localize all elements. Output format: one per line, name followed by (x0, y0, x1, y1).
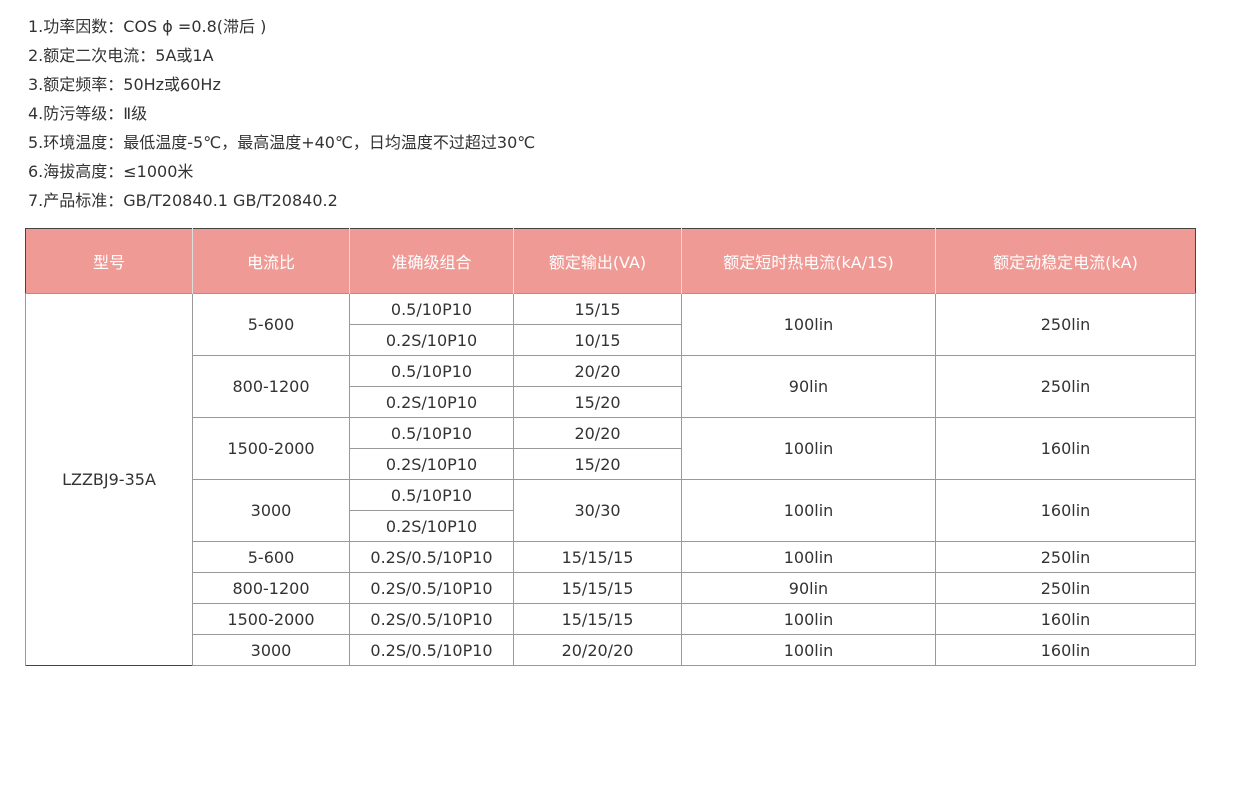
spec-power-factor: 1.功率因数：COS ϕ =0.8(滞后 ) (28, 17, 267, 36)
rated-output-cell: 30/30 (513, 479, 682, 542)
accuracy-cell: 0.5/10P10 (349, 293, 514, 325)
accuracy-cell: 0.2S/0.5/10P10 (349, 572, 514, 604)
accuracy-cell: 0.2S/0.5/10P10 (349, 603, 514, 635)
dynamic-current-cell: 250lin (935, 293, 1196, 356)
header-current-ratio: 电流比 (192, 228, 350, 294)
spec-secondary-current: 2.额定二次电流：5A或1A (28, 46, 214, 65)
accuracy-cell: 0.2S/10P10 (349, 510, 514, 542)
table-header-row: 型号 电流比 准确级组合 额定输出(VA) 额定短时热电流(kA/1S) 额定动… (25, 228, 1196, 294)
spec-table: 型号 电流比 准确级组合 额定输出(VA) 额定短时热电流(kA/1S) 额定动… (25, 228, 1196, 666)
current-ratio-cell: 3000 (192, 634, 350, 666)
dynamic-current-cell: 160lin (935, 417, 1196, 480)
thermal-current-cell: 90lin (681, 355, 936, 418)
spec-temperature: 5.环境温度：最低温度-5℃，最高温度+40℃，日均温度不过超过30℃ (28, 133, 536, 152)
header-model: 型号 (25, 228, 193, 294)
table-row: 0.2S/10P10 (26, 510, 1196, 542)
current-ratio-cell: 5-600 (192, 541, 350, 573)
table-row: 800-1200 0.5/10P10 20/20 90lin 250lin (26, 355, 1196, 418)
current-ratio-cell: 1500-2000 (192, 417, 350, 480)
rated-output-cell: 15/20 (513, 448, 682, 480)
accuracy-cell: 0.2S/0.5/10P10 (349, 634, 514, 666)
thermal-current-cell: 100lin (681, 541, 936, 573)
spec-list: 1.功率因数：COS ϕ =0.8(滞后 ) 2.额定二次电流：5A或1A 3.… (28, 12, 535, 215)
header-rated-output: 额定输出(VA) (513, 228, 682, 294)
spec-pollution-level: 4.防污等级：Ⅱ级 (28, 104, 148, 123)
dynamic-current-cell: 250lin (935, 355, 1196, 418)
thermal-current-cell: 100lin (681, 603, 936, 635)
dynamic-current-cell: 160lin (935, 634, 1196, 666)
current-ratio-cell: 1500-2000 (192, 603, 350, 635)
thermal-current-cell: 100lin (681, 634, 936, 666)
thermal-current-cell: 90lin (681, 572, 936, 604)
dynamic-current-cell: 160lin (935, 603, 1196, 635)
spec-altitude: 6.海拔高度：≤1000米 (28, 162, 194, 181)
rated-output-cell: 15/20 (513, 386, 682, 418)
header-thermal-current: 额定短时热电流(kA/1S) (681, 228, 936, 294)
accuracy-cell: 0.5/10P10 (349, 479, 514, 511)
dynamic-current-cell: 250lin (935, 572, 1196, 604)
spec-standard: 7.产品标准：GB/T20840.1 GB/T20840.2 (28, 191, 338, 210)
rated-output-cell: 10/15 (513, 324, 682, 356)
table-row: 3000 0.5/10P10 30/30 100lin 160lin (26, 479, 1196, 542)
current-ratio-cell: 800-1200 (192, 355, 350, 418)
rated-output-cell: 15/15/15 (513, 541, 682, 573)
rated-output-cell: 15/15/15 (513, 572, 682, 604)
table-row: 0.2S/10P10 15/20 (26, 386, 1196, 418)
current-ratio-cell: 3000 (192, 479, 350, 542)
header-accuracy: 准确级组合 (349, 228, 514, 294)
table-row: 0.2S/10P10 10/15 (26, 324, 1196, 356)
rated-output-cell: 20/20/20 (513, 634, 682, 666)
model-cell: LZZBJ9-35A (25, 293, 193, 666)
accuracy-cell: 0.5/10P10 (349, 355, 514, 387)
table-row: 1500-2000 0.5/10P10 20/20 100lin 160lin (26, 417, 1196, 480)
table-row: 0.2S/10P10 15/20 (26, 448, 1196, 480)
accuracy-cell: 0.5/10P10 (349, 417, 514, 449)
accuracy-cell: 0.2S/10P10 (349, 448, 514, 480)
rated-output-cell: 15/15 (513, 293, 682, 325)
rated-output-cell: 15/15/15 (513, 603, 682, 635)
rated-output-cell: 20/20 (513, 417, 682, 449)
header-dynamic-current: 额定动稳定电流(kA) (935, 228, 1196, 294)
thermal-current-cell: 100lin (681, 293, 936, 356)
thermal-current-cell: 100lin (681, 417, 936, 480)
accuracy-cell: 0.2S/10P10 (349, 324, 514, 356)
spec-frequency: 3.额定频率：50Hz或60Hz (28, 75, 221, 94)
current-ratio-cell: 800-1200 (192, 572, 350, 604)
current-ratio-cell: 5-600 (192, 293, 350, 356)
dynamic-current-cell: 160lin (935, 479, 1196, 542)
rated-output-cell: 20/20 (513, 355, 682, 387)
table-row: LZZBJ9-35A 5-600 0.5/10P10 15/15 100lin 250li… (25, 293, 1196, 666)
accuracy-cell: 0.2S/0.5/10P10 (349, 541, 514, 573)
accuracy-cell: 0.2S/10P10 (349, 386, 514, 418)
thermal-current-cell: 100lin (681, 479, 936, 542)
dynamic-current-cell: 250lin (935, 541, 1196, 573)
